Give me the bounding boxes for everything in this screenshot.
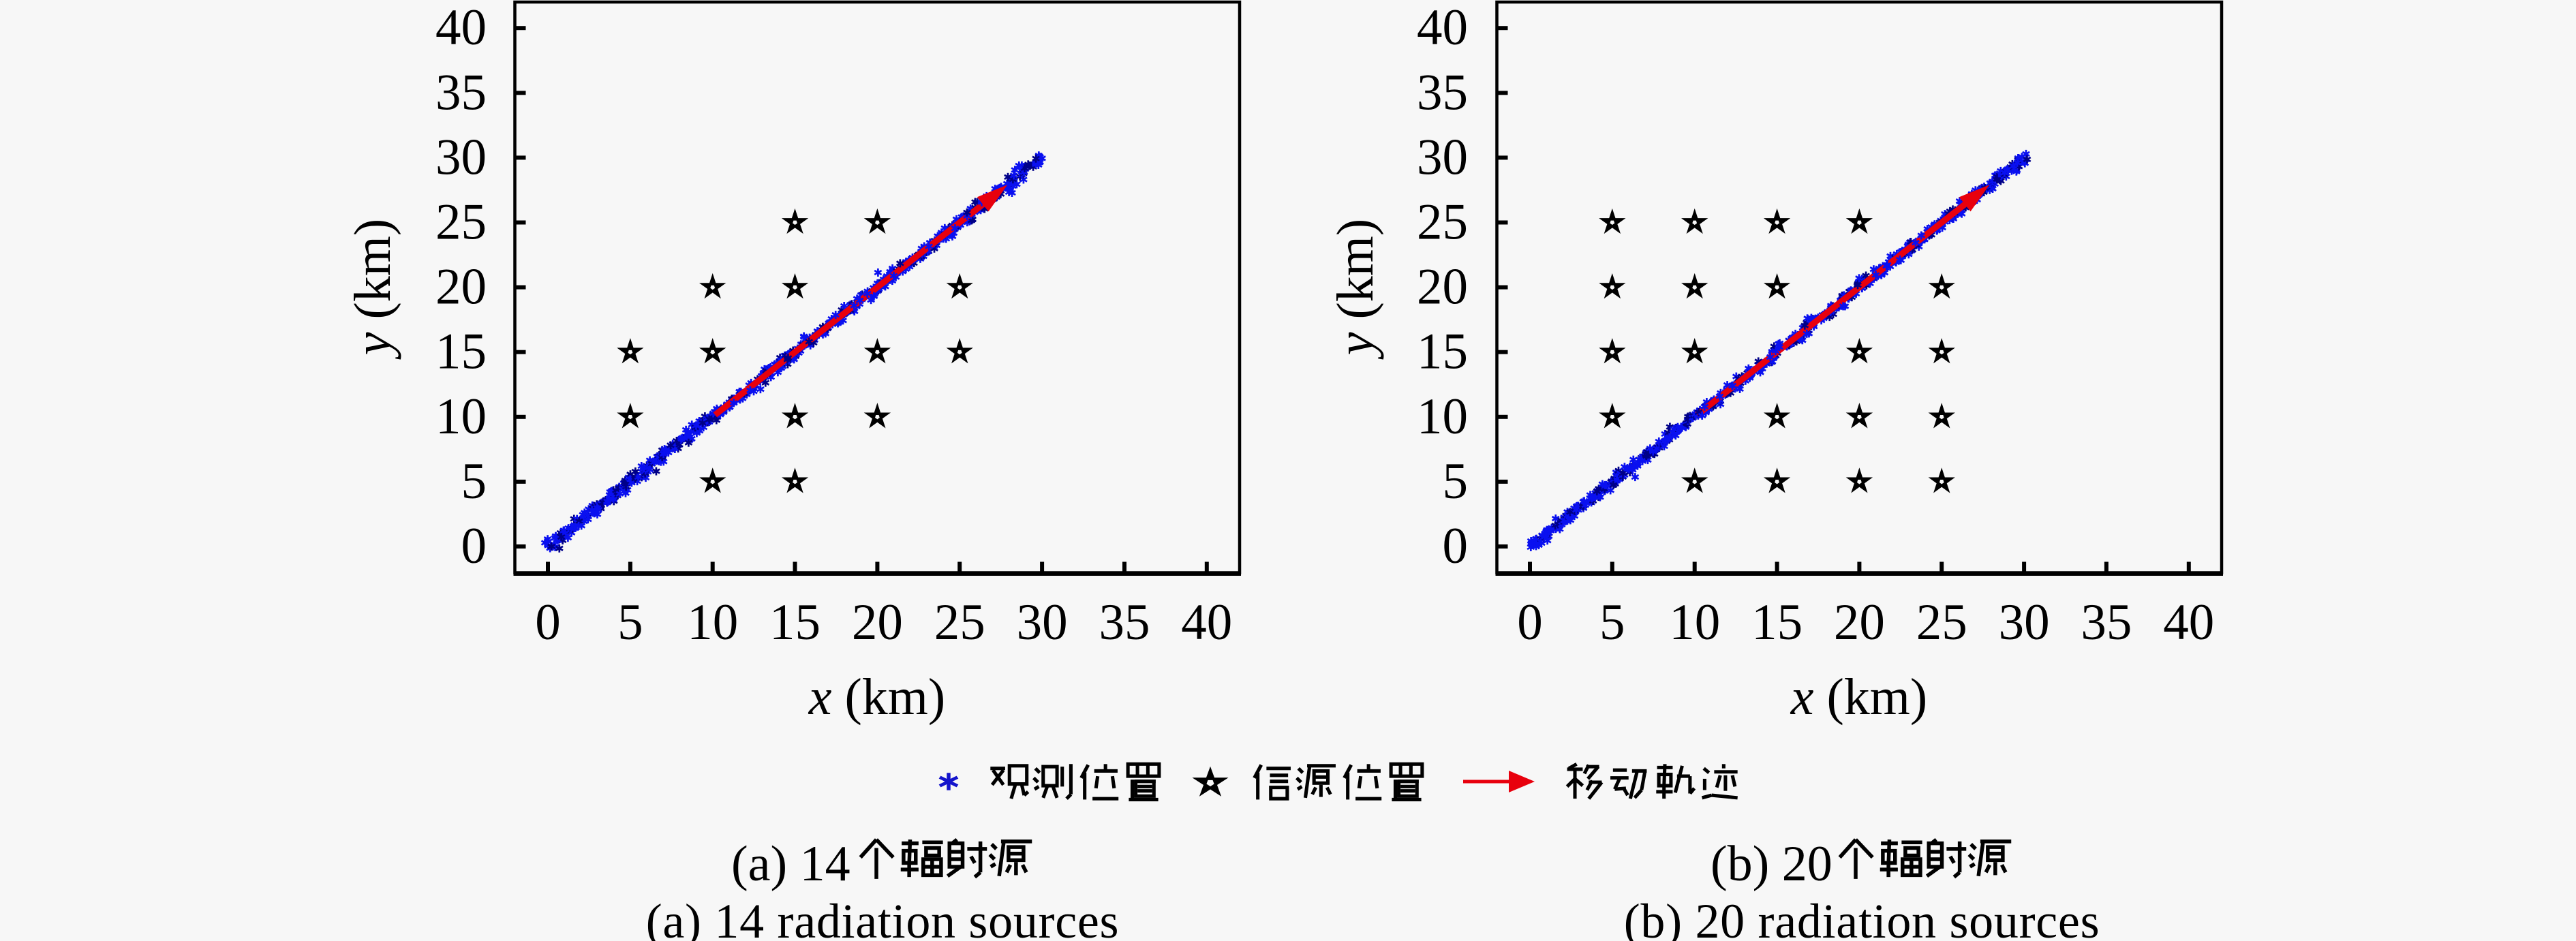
svg-text:10: 10 — [435, 388, 487, 445]
svg-text:(a) 14 radiation sources: (a) 14 radiation sources — [646, 894, 1120, 941]
svg-text:40: 40 — [1417, 0, 1468, 56]
svg-text:5: 5 — [617, 594, 643, 651]
svg-text:35: 35 — [1417, 64, 1468, 121]
svg-text:15: 15 — [1417, 324, 1468, 380]
svg-text:40: 40 — [1181, 594, 1232, 651]
svg-text:10: 10 — [1669, 594, 1720, 651]
svg-text:35: 35 — [1099, 594, 1150, 651]
svg-text:25: 25 — [934, 594, 985, 651]
svg-text:y (km): y (km) — [344, 219, 401, 360]
svg-text:5: 5 — [461, 453, 487, 510]
svg-text:10: 10 — [1417, 388, 1468, 445]
svg-text:15: 15 — [769, 594, 821, 651]
svg-text:5: 5 — [1443, 453, 1469, 510]
svg-text:25: 25 — [1417, 194, 1468, 251]
svg-text:5: 5 — [1599, 594, 1625, 651]
svg-text:30: 30 — [1017, 594, 1068, 651]
svg-text:0: 0 — [535, 594, 561, 651]
svg-text:25: 25 — [435, 194, 487, 251]
svg-text:35: 35 — [435, 64, 487, 121]
svg-text:25: 25 — [1916, 594, 1967, 651]
svg-text:y (km): y (km) — [1327, 219, 1384, 360]
svg-text:30: 30 — [1999, 594, 2050, 651]
svg-text:30: 30 — [1417, 129, 1468, 185]
svg-text:20: 20 — [852, 594, 903, 651]
svg-text:40: 40 — [435, 0, 487, 56]
svg-text:(a) 14: (a) 14 — [731, 836, 850, 892]
svg-text:30: 30 — [435, 129, 487, 185]
svg-text:35: 35 — [2081, 594, 2132, 651]
svg-text:0: 0 — [1517, 594, 1543, 651]
svg-text:20: 20 — [1834, 594, 1885, 651]
svg-text:x (km): x (km) — [1790, 668, 1927, 726]
svg-text:0: 0 — [1443, 518, 1469, 574]
svg-text:40: 40 — [2163, 594, 2214, 651]
svg-text:0: 0 — [461, 518, 487, 574]
svg-text:20: 20 — [1417, 259, 1468, 315]
svg-text:x (km): x (km) — [808, 668, 945, 726]
svg-text:10: 10 — [687, 594, 738, 651]
svg-text:15: 15 — [1751, 594, 1803, 651]
svg-text:(b) 20: (b) 20 — [1711, 836, 1833, 892]
svg-text:15: 15 — [435, 324, 487, 380]
svg-text:20: 20 — [435, 259, 487, 315]
svg-text:(b) 20 radiation sources: (b) 20 radiation sources — [1624, 894, 2100, 941]
